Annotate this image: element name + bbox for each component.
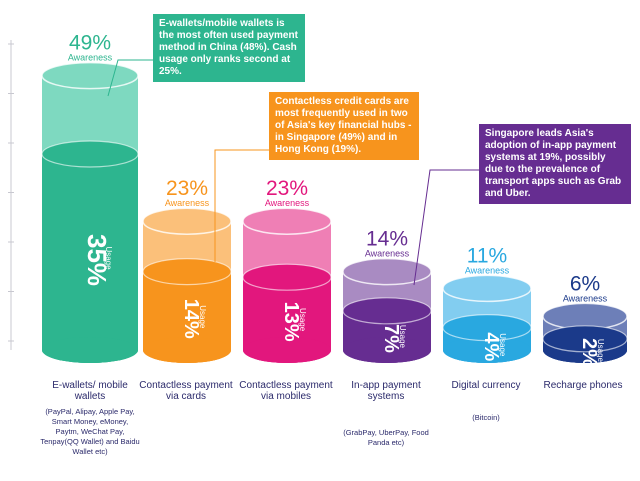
category-sub-digital-currency: (Bitcoin) bbox=[472, 413, 500, 422]
usage-bar-top-5 bbox=[542, 325, 628, 353]
usage-bar-2-base bbox=[243, 337, 331, 363]
callout-connector-ewallets bbox=[107, 59, 153, 97]
usage-label-1: Usage bbox=[198, 305, 207, 329]
awareness-label-1: Awareness bbox=[165, 198, 210, 208]
usage-value-4: 4% bbox=[480, 332, 502, 361]
awareness-bar-top-2 bbox=[242, 207, 332, 235]
category-sub-in-app: (GrabPay, UberPay, Food Panda etc) bbox=[343, 428, 429, 447]
awareness-label-4: Awareness bbox=[465, 265, 510, 275]
usage-bar-top-3 bbox=[342, 297, 432, 325]
awareness-label-0: Awareness bbox=[68, 53, 113, 63]
awareness-value-5: 6% bbox=[570, 272, 600, 295]
usage-bar-top-4 bbox=[442, 314, 532, 342]
category-label-contactless-cards: Contactless payment via cards bbox=[139, 380, 233, 402]
usage-label-3: Usage bbox=[398, 325, 407, 349]
usage-bar-0-body bbox=[42, 154, 138, 363]
callout-connector-in-app bbox=[413, 169, 479, 286]
usage-label-5: Usage bbox=[596, 339, 605, 363]
awareness-bar-top-4 bbox=[442, 274, 532, 303]
awareness-value-1: 23% bbox=[166, 177, 208, 200]
awareness-bar-top-0 bbox=[41, 61, 139, 90]
usage-bar-4-base bbox=[443, 337, 531, 363]
callout-contactless-cards: Contactless credit cards are most freque… bbox=[269, 92, 419, 160]
awareness-value-0: 49% bbox=[69, 32, 111, 55]
awareness-label-5: Awareness bbox=[563, 293, 608, 303]
category-label-recharge-phones: Recharge phones bbox=[543, 380, 623, 391]
usage-bar-1-base bbox=[143, 337, 231, 363]
awareness-bar-top-3 bbox=[342, 257, 432, 286]
usage-value-5: 2% bbox=[578, 338, 600, 367]
category-label-digital-currency: Digital currency bbox=[451, 380, 521, 391]
category-label-contactless-mobiles: Contactless payment via mobiles bbox=[239, 380, 333, 402]
awareness-value-3: 14% bbox=[366, 228, 408, 251]
usage-bar-top-2 bbox=[242, 263, 332, 291]
category-label-in-app: In-app payment systems bbox=[351, 380, 421, 402]
awareness-label-2: Awareness bbox=[265, 198, 310, 208]
usage-bar-top-0 bbox=[41, 140, 139, 168]
awareness-label-3: Awareness bbox=[365, 249, 410, 259]
usage-bar-top-1 bbox=[142, 258, 232, 286]
category-label-ewallets: E-wallets/ mobile wallets bbox=[52, 380, 128, 402]
awareness-bar-top-1 bbox=[142, 207, 232, 235]
usage-label-0: Usage bbox=[104, 246, 113, 270]
usage-value-0: 35% bbox=[82, 234, 112, 286]
usage-label-2: Usage bbox=[298, 308, 307, 332]
usage-value-1: 14% bbox=[180, 299, 202, 339]
usage-label-4: Usage bbox=[498, 333, 507, 357]
awareness-value-4: 11% bbox=[467, 244, 507, 267]
usage-value-2: 13% bbox=[280, 302, 302, 342]
usage-bar-3-base bbox=[343, 337, 431, 363]
usage-value-3: 7% bbox=[380, 324, 402, 353]
awareness-value-2: 23% bbox=[266, 177, 308, 200]
callout-connector-contactless-cards bbox=[214, 149, 269, 262]
callout-in-app: Singapore leads Asia's adoption of in-ap… bbox=[479, 124, 631, 204]
callout-ewallets: E-wallets/mobile wallets is the most oft… bbox=[153, 14, 305, 82]
category-sub-ewallets: (PayPal, Alipay, Apple Pay, Smart Money,… bbox=[40, 407, 140, 456]
usage-bar-0-base bbox=[42, 337, 138, 363]
